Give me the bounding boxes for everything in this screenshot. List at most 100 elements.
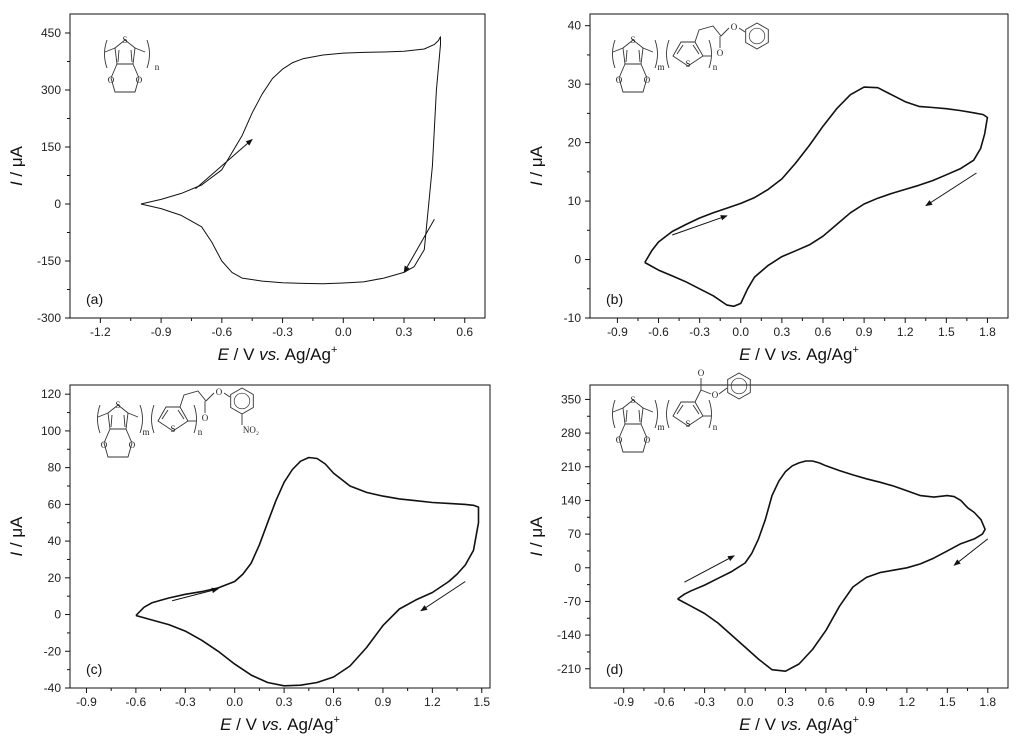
subscript-n: n bbox=[198, 427, 203, 437]
x-tick-label: -1.2 bbox=[90, 325, 111, 339]
x-tick-label: -0.3 bbox=[694, 695, 715, 709]
x-tick-label: 1.2 bbox=[897, 325, 914, 339]
double-bond bbox=[110, 414, 113, 428]
x-axis-label: E / V vs. Ag/Ag+ bbox=[739, 344, 859, 364]
x-tick-label: 1.8 bbox=[979, 695, 996, 709]
x-tick-label: 1.2 bbox=[899, 695, 916, 709]
double-bond bbox=[177, 409, 185, 420]
x-tick-label: 0.3 bbox=[276, 695, 293, 709]
side-chain bbox=[694, 25, 722, 43]
subscript-n: n bbox=[155, 62, 160, 72]
x-tick-label: -0.6 bbox=[211, 325, 232, 339]
y-tick-label: 150 bbox=[41, 140, 61, 154]
dioxane-ring bbox=[103, 428, 133, 458]
y-axis-label: I / μA bbox=[527, 516, 546, 557]
aromatic-circle bbox=[233, 392, 251, 410]
cv-curve bbox=[644, 86, 989, 308]
y-tick-label: 80 bbox=[48, 461, 62, 475]
left-parenthesis bbox=[612, 39, 616, 69]
benzene-ring bbox=[727, 372, 751, 400]
y-tick-label: 350 bbox=[561, 392, 581, 406]
atom-label: S bbox=[685, 419, 690, 429]
plot-frame bbox=[589, 384, 1009, 689]
x-tick-label: 0.9 bbox=[856, 325, 873, 339]
subscript-m: m bbox=[142, 427, 149, 437]
ester-bond bbox=[700, 389, 712, 395]
x-tick-label: -0.6 bbox=[654, 695, 675, 709]
polymer-bond bbox=[612, 47, 624, 53]
x-tick-label: -0.6 bbox=[126, 695, 147, 709]
panel-label: (a) bbox=[86, 291, 103, 307]
chart-panel-0: -1.2 -0.9 -0.6 -0.3 0.0 0.3 0.6 -300 -150 0 150 300… bbox=[7, 13, 486, 364]
x-tick-label: -0.9 bbox=[613, 695, 634, 709]
y-tick-label: 120 bbox=[41, 387, 61, 401]
side-chain bbox=[694, 389, 702, 403]
y-tick-label: 450 bbox=[41, 26, 61, 40]
atom-label: S bbox=[122, 35, 127, 45]
side-chain bbox=[179, 390, 207, 408]
subscript-n: n bbox=[713, 422, 718, 432]
right-parenthesis bbox=[654, 39, 658, 69]
scan-direction-arrow bbox=[684, 555, 735, 583]
y-tick-label: 100 bbox=[41, 424, 61, 438]
atom-label: O bbox=[101, 440, 108, 450]
y-tick-label: 40 bbox=[48, 534, 62, 548]
polymer-bond bbox=[127, 412, 139, 418]
x-tick-label: 1.5 bbox=[938, 325, 955, 339]
atom-label: S bbox=[630, 35, 635, 45]
y-tick-label: 30 bbox=[568, 77, 582, 91]
y-tick-label: -40 bbox=[44, 681, 62, 695]
right-parenthesis bbox=[708, 39, 712, 69]
scan-direction-arrow bbox=[420, 581, 466, 612]
atom-label: O bbox=[698, 368, 705, 378]
right-parenthesis bbox=[654, 399, 658, 429]
scan-direction-arrow bbox=[672, 215, 728, 236]
y-tick-label: 0 bbox=[574, 561, 581, 575]
atom-label: O bbox=[616, 75, 623, 85]
plot-frame bbox=[69, 13, 486, 319]
left-parenthesis bbox=[612, 399, 616, 429]
double-bond bbox=[161, 409, 169, 420]
x-tick-label: 0.3 bbox=[396, 325, 413, 339]
aromatic-circle bbox=[748, 27, 766, 45]
nitro-group: NO₂ bbox=[243, 425, 259, 435]
left-parenthesis bbox=[151, 404, 155, 434]
chart-panel-2: -0.9 -0.6 -0.3 0.0 0.3 0.6 0.9 1.2 1.5 -40 -20 0 20 4… bbox=[7, 384, 491, 734]
left-parenthesis bbox=[97, 404, 101, 434]
x-tick-label: 1.2 bbox=[424, 695, 441, 709]
y-tick-label: 300 bbox=[41, 83, 61, 97]
scan-direction-arrow bbox=[925, 172, 977, 207]
atom-label: S bbox=[685, 59, 690, 69]
thiophene-ring bbox=[672, 41, 704, 67]
scan-direction-arrow bbox=[195, 138, 253, 190]
x-tick-label: 0.9 bbox=[375, 695, 392, 709]
atom-label: O bbox=[129, 440, 136, 450]
thiophene-ring bbox=[622, 39, 644, 65]
atom-label: O bbox=[108, 75, 115, 85]
polymer-bond bbox=[97, 412, 109, 418]
cv-curve bbox=[140, 36, 441, 285]
double-bond bbox=[625, 49, 628, 63]
chart-panel-3: -0.9 -0.6 -0.3 0.0 0.3 0.6 0.9 1.2 1.5 1.8 -210 -14… bbox=[527, 368, 1009, 734]
y-tick-label: 280 bbox=[561, 426, 581, 440]
x-tick-label: -0.3 bbox=[272, 325, 293, 339]
cv-curve bbox=[677, 460, 986, 673]
x-tick-label: 0.3 bbox=[774, 325, 791, 339]
polymer-bond bbox=[642, 407, 654, 413]
x-tick-label: 1.5 bbox=[939, 695, 956, 709]
benzene-ring bbox=[745, 22, 769, 50]
ester-bond bbox=[720, 27, 730, 37]
right-parenthesis bbox=[193, 404, 197, 434]
x-tick-label: 0.6 bbox=[456, 325, 473, 339]
y-tick-label: 0 bbox=[54, 197, 61, 211]
thiophene-ring bbox=[622, 399, 644, 425]
x-tick-label: 0.0 bbox=[226, 695, 243, 709]
x-tick-label: 0.6 bbox=[818, 695, 835, 709]
panel-label: (b) bbox=[606, 291, 623, 307]
x-tick-label: 0.6 bbox=[325, 695, 342, 709]
plot-frame bbox=[69, 384, 491, 689]
x-tick-label: 0.6 bbox=[815, 325, 832, 339]
ester-bond bbox=[738, 27, 746, 33]
